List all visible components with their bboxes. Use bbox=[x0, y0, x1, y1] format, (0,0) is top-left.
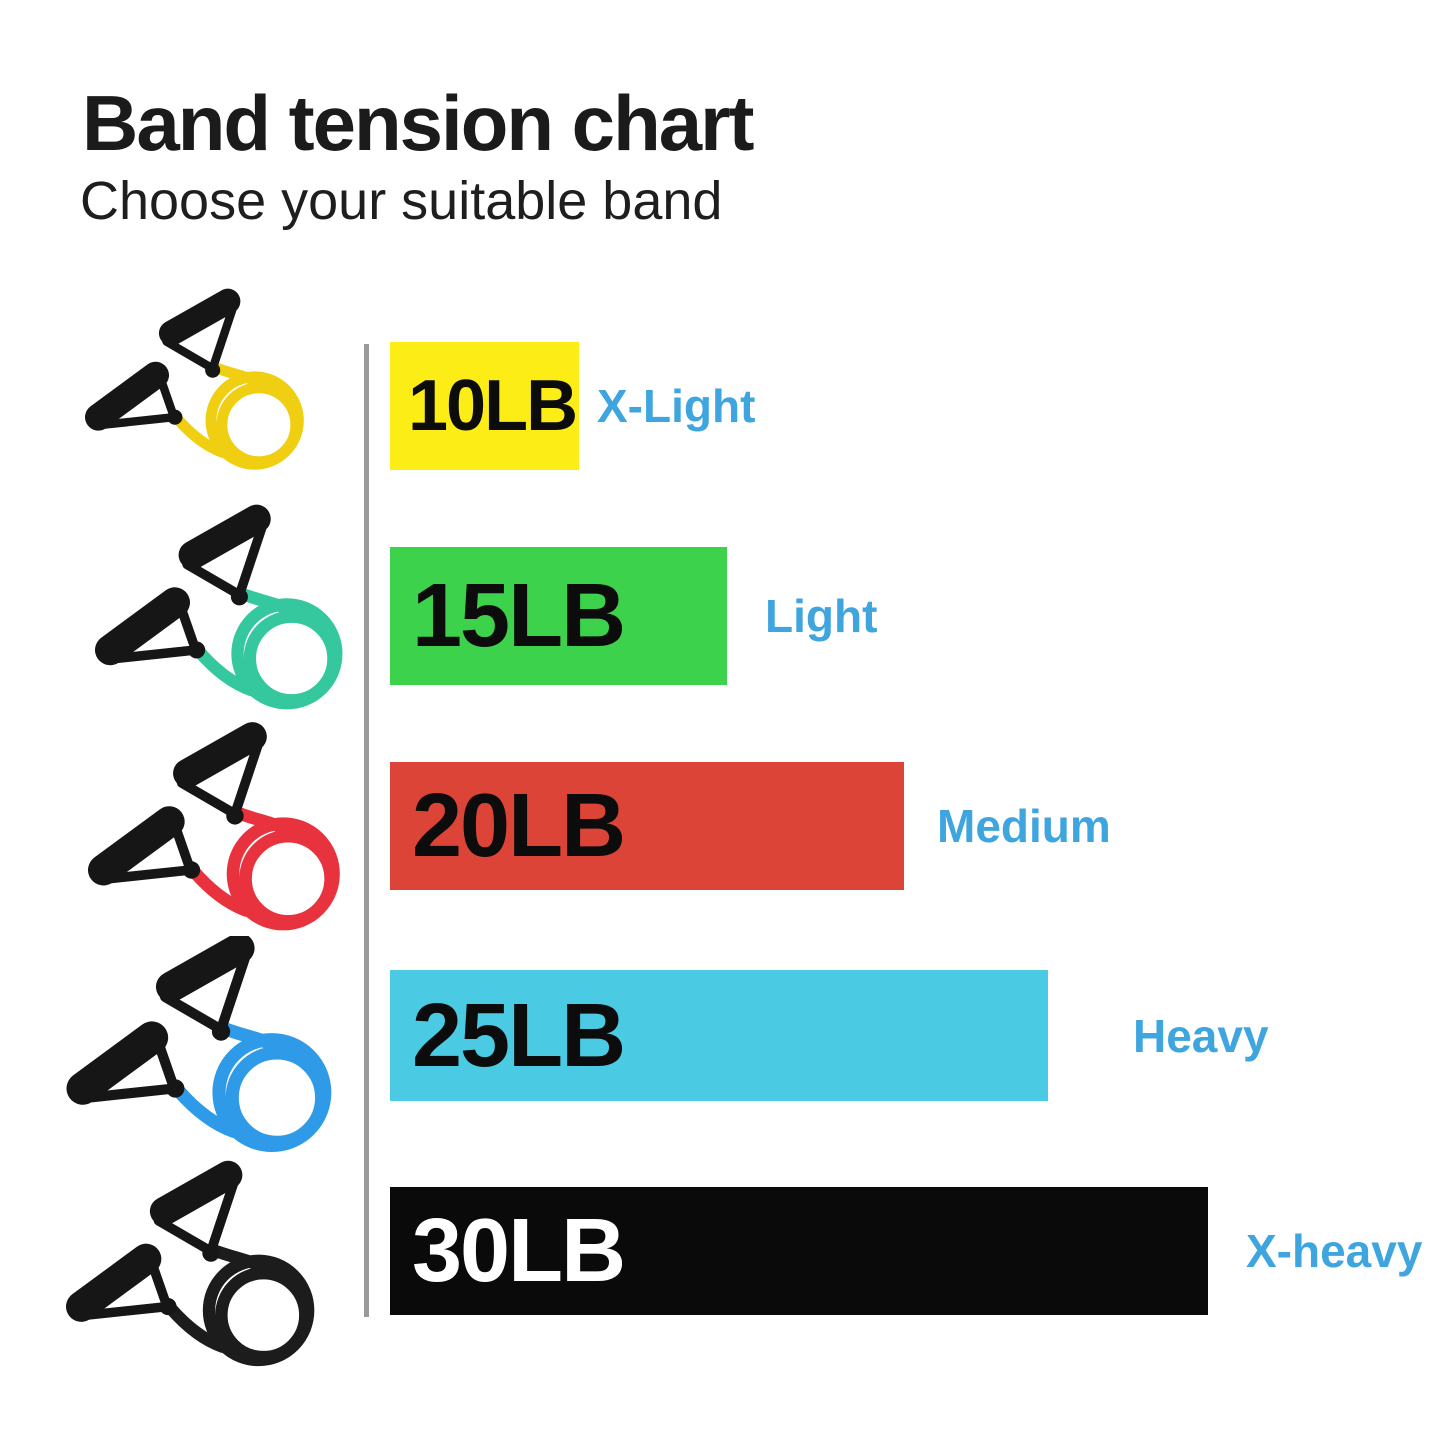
band-clip bbox=[188, 641, 206, 659]
level-label: X-heavy bbox=[1246, 1225, 1423, 1277]
resistance-band-illustration-30lb bbox=[66, 1160, 315, 1367]
resistance-band-illustration-20lb bbox=[88, 722, 340, 931]
tension-bar-25lb: 25LB bbox=[390, 970, 1048, 1101]
band-clip bbox=[166, 1079, 185, 1098]
tension-row-10lb: 10LB X-Light bbox=[390, 342, 755, 470]
tension-row-20lb: 20LB Medium bbox=[390, 762, 1111, 890]
tension-bar-10lb: 10LB bbox=[390, 342, 579, 470]
tension-row-30lb: 30LB X-heavy bbox=[390, 1187, 1422, 1315]
resistance-band-illustration-25lb bbox=[66, 936, 332, 1153]
tension-bar-20lb: 20LB bbox=[390, 762, 904, 890]
band-tube-loop-inner bbox=[243, 610, 340, 707]
weight-label: 10LB bbox=[408, 366, 578, 446]
band-clip bbox=[205, 362, 221, 378]
band-clip bbox=[230, 588, 248, 606]
weight-label: 30LB bbox=[412, 1201, 626, 1301]
band-tube bbox=[193, 645, 257, 697]
tension-bar-15lb: 15LB bbox=[390, 547, 727, 685]
weight-label: 20LB bbox=[412, 776, 626, 876]
band-tube-loop-inner bbox=[216, 382, 302, 468]
tension-bar-30lb: 30LB bbox=[390, 1187, 1208, 1315]
band-clip bbox=[159, 1298, 177, 1316]
resistance-band-illustration-15lb bbox=[95, 504, 343, 710]
band-clip bbox=[202, 1244, 220, 1262]
tension-row-25lb: 25LB Heavy bbox=[390, 970, 1269, 1101]
band-tube-loop-inner bbox=[215, 1267, 312, 1364]
band-tube bbox=[188, 865, 253, 917]
band-handles bbox=[85, 288, 241, 431]
level-label: Medium bbox=[937, 800, 1111, 852]
band-clip bbox=[226, 807, 244, 825]
chart-axis-line bbox=[364, 344, 369, 1317]
resistance-band-illustration-10lb bbox=[85, 288, 304, 470]
band-handles bbox=[66, 936, 255, 1105]
band-clip bbox=[167, 409, 183, 425]
level-label: Heavy bbox=[1133, 1009, 1269, 1062]
band-tube bbox=[164, 1302, 229, 1353]
tension-row-15lb: 15LB Light bbox=[390, 547, 877, 685]
band-tube bbox=[171, 1083, 240, 1138]
weight-label: 25LB bbox=[412, 985, 626, 1086]
band-clip bbox=[211, 1022, 231, 1041]
level-label: Light bbox=[765, 590, 878, 642]
page-title: Band tension chart bbox=[82, 79, 754, 167]
level-label: X-Light bbox=[597, 380, 756, 432]
band-tube-loop-inner bbox=[225, 1046, 329, 1149]
band-tube-loop-inner bbox=[239, 829, 337, 928]
page-subtitle: Choose your suitable band bbox=[80, 171, 723, 231]
weight-label: 15LB bbox=[412, 566, 626, 666]
band-clip bbox=[182, 861, 201, 879]
